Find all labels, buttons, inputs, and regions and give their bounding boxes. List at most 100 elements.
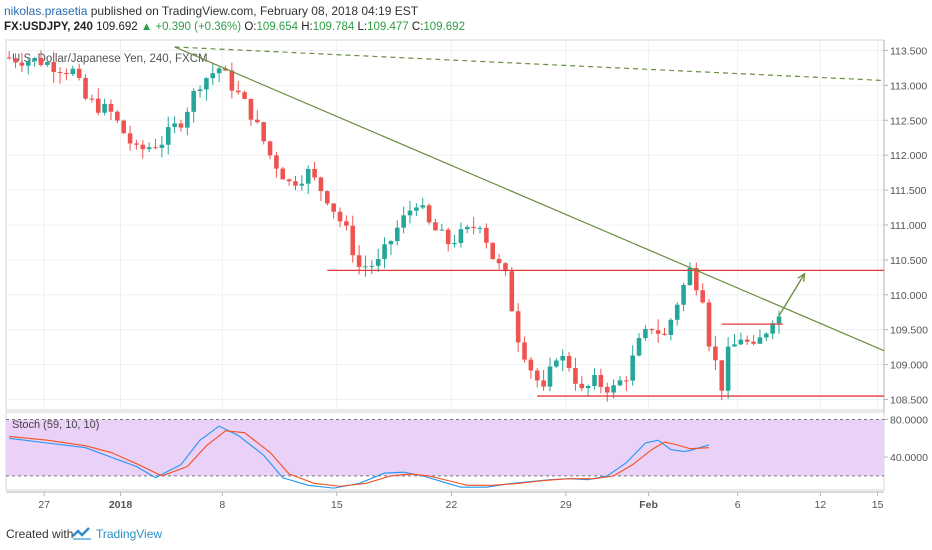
time-axis-label: 8 (219, 499, 225, 511)
price-axis-label: 109.000 (890, 360, 928, 372)
stoch-title: Stoch (59, 10, 10) (12, 419, 99, 431)
candle-body (286, 179, 292, 182)
footer: Created with TradingView (0, 518, 932, 550)
candle-body (337, 211, 343, 222)
tradingview-logo-icon (72, 527, 91, 540)
candle-body (464, 226, 470, 230)
symbol-line: FX:USDJPY, 240 109.692 ▲ +0.390 (+0.36%)… (4, 21, 465, 33)
candle-body (541, 380, 546, 387)
price-axis-label: 110.000 (890, 290, 927, 302)
candle-body (522, 342, 527, 360)
candle-body (477, 227, 483, 229)
candle-body (197, 89, 203, 92)
candle-body (509, 271, 515, 312)
candle-body (331, 203, 336, 212)
stoch-band (6, 419, 884, 476)
candle-body (420, 205, 426, 208)
candle-body (484, 227, 489, 243)
candle-body (700, 290, 705, 303)
candle-body (770, 323, 775, 334)
candle-body (598, 374, 604, 387)
candle-body (375, 258, 381, 266)
time-axis-label: 27 (38, 499, 50, 511)
candle-body (318, 177, 324, 192)
candle-body (369, 265, 375, 267)
candle-body (64, 73, 69, 75)
candle-body (280, 168, 286, 180)
candle-body (32, 57, 37, 62)
candle-body (382, 244, 387, 259)
candle-body (267, 141, 273, 156)
candle-body (490, 242, 496, 260)
stoch-axis-label: 40.0000 (890, 452, 928, 464)
candle-body (496, 259, 502, 264)
candle-body (115, 111, 120, 121)
candle-body (573, 368, 578, 384)
close-label: C: (411, 21, 424, 33)
candle-body (624, 380, 629, 382)
candle-body (764, 333, 769, 338)
candle-body (172, 123, 177, 128)
projection-arrow-head (797, 272, 806, 282)
descending-trendline (174, 46, 885, 352)
candle-body (579, 383, 585, 389)
chart-header: nikolas.prasetia published on TradingVie… (0, 0, 932, 38)
candle-body (458, 229, 464, 244)
candle-body (452, 243, 457, 245)
symbol-label[interactable]: FX:USDJPY, 240 (4, 21, 93, 33)
price-axis-label: 109.500 (890, 325, 928, 337)
candle-body (719, 360, 725, 391)
candle-body (655, 330, 661, 334)
tradingview-brand[interactable]: TradingView (96, 527, 163, 541)
candle-body (738, 339, 744, 345)
candle-body (407, 210, 413, 216)
candle-body (503, 263, 508, 272)
candle-body (344, 221, 349, 226)
chart-area[interactable]: 113.500 113.000 112.500 112.000 111.500 111.0… (0, 38, 932, 518)
candle-body (566, 355, 572, 369)
candle-body (643, 328, 648, 339)
publish-info: nikolas.prasetia published on TradingVie… (4, 4, 418, 18)
time-axis-label: 15 (872, 499, 884, 511)
close-value: 109.692 (423, 21, 465, 33)
candle-body (439, 229, 445, 231)
stoch-axis-label: 80.0000 (890, 415, 928, 427)
candle-body (51, 62, 57, 73)
author-link[interactable]: nikolas.prasetia (4, 4, 88, 18)
candle-body (45, 62, 50, 66)
candle-body (261, 122, 266, 142)
price-axis-label: 108.500 (890, 395, 928, 407)
candle-body (95, 98, 101, 113)
candle-body (725, 346, 731, 391)
price-axis-label: 112.500 (890, 115, 927, 127)
candle-body (89, 98, 95, 100)
candle-body (630, 355, 635, 381)
candle-body (242, 92, 247, 99)
projection-arrow (778, 273, 806, 317)
candle-body (694, 267, 699, 291)
candle-body (401, 215, 406, 228)
candle-body (534, 370, 540, 381)
candle-body (83, 77, 88, 99)
candle-body (102, 103, 107, 113)
candle-body (325, 191, 330, 204)
candle-body (757, 337, 763, 344)
candle-body (604, 386, 610, 393)
candle-body (76, 68, 82, 78)
candle-body (445, 229, 451, 245)
candle-body (426, 205, 432, 223)
candle-body (363, 266, 368, 268)
price-axis-label: 110.500 (890, 255, 927, 267)
candle-body (668, 319, 674, 335)
candle-body (312, 168, 317, 178)
candle-body (229, 70, 235, 91)
candle-body (305, 168, 311, 184)
candle-body (471, 226, 476, 229)
candle-body (25, 61, 31, 66)
time-axis-label: Feb (639, 499, 658, 511)
candle-body (732, 344, 737, 347)
candle-body (70, 68, 76, 75)
candle-body (127, 133, 133, 144)
candle-body (204, 78, 209, 90)
low-value: 109.477 (367, 21, 409, 33)
